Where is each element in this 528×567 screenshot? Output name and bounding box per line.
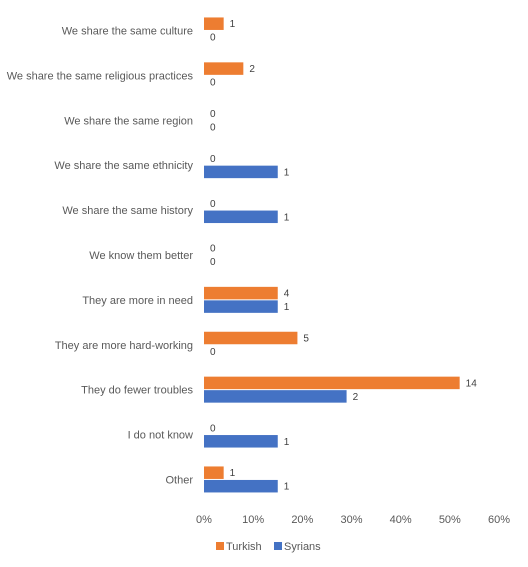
- bar-turkish: [204, 466, 224, 479]
- legend-label-turkish: Turkish: [226, 541, 262, 553]
- x-axis-ticks: 0% 10% 20% 30% 40% 50% 60%: [196, 514, 510, 526]
- bar-syrians: [204, 479, 278, 493]
- legend: Turkish Syrians: [216, 541, 321, 553]
- data-label-syrians: 1: [284, 437, 290, 448]
- data-label-turkish: 0: [210, 109, 216, 120]
- bar-turkish: [204, 62, 244, 75]
- x-tick-label: 0%: [196, 514, 212, 526]
- category-label: They are more hard-working: [55, 340, 193, 352]
- category-label: We share the same region: [64, 115, 193, 127]
- data-labels: 1 0 2 0 0 0 0 1 0 1 0 0 4 1 5 0 14 2 0 1 1 1: [210, 19, 477, 493]
- data-label-syrians: 0: [210, 33, 216, 44]
- category-label: We share the same history: [62, 205, 193, 217]
- bar-syrians: [204, 165, 278, 179]
- category-label: We share the same culture: [62, 25, 193, 37]
- category-label: Other: [165, 474, 193, 486]
- category-label: We share the same ethnicity: [54, 160, 193, 172]
- data-label-syrians: 0: [210, 347, 216, 358]
- x-tick-label: 40%: [390, 514, 412, 526]
- data-label-turkish: 0: [210, 423, 216, 434]
- data-label-turkish: 14: [466, 378, 478, 389]
- data-label-turkish: 1: [230, 468, 236, 479]
- x-tick-label: 20%: [291, 514, 313, 526]
- bar-syrians: [204, 390, 347, 403]
- bar-syrians: [204, 300, 278, 313]
- data-label-syrians: 0: [210, 257, 216, 268]
- category-label: We share the same religious practices: [7, 70, 194, 82]
- bar-turkish: [204, 17, 224, 30]
- data-label-syrians: 0: [210, 78, 216, 89]
- bar-turkish: [204, 376, 460, 390]
- data-label-syrians: 1: [284, 167, 290, 178]
- bar-turkish: [204, 331, 298, 345]
- legend-label-syrians: Syrians: [284, 541, 321, 553]
- data-label-syrians: 1: [284, 482, 290, 493]
- data-label-turkish: 2: [249, 64, 255, 75]
- x-tick-label: 60%: [488, 514, 510, 526]
- category-label: We know them better: [89, 250, 193, 262]
- category-labels: We share the same culture We share the sa…: [7, 25, 194, 486]
- data-label-turkish: 0: [210, 244, 216, 255]
- category-label: They do fewer troubles: [81, 385, 193, 397]
- data-label-syrians: 2: [353, 392, 359, 403]
- data-label-turkish: 5: [303, 334, 309, 345]
- data-label-turkish: 0: [210, 199, 216, 210]
- x-tick-label: 30%: [340, 514, 362, 526]
- data-label-syrians: 1: [284, 302, 290, 313]
- bar-syrians: [204, 435, 278, 448]
- data-label-syrians: 0: [210, 123, 216, 134]
- bars: [204, 17, 460, 493]
- data-label-turkish: 1: [230, 19, 236, 30]
- x-tick-label: 10%: [242, 514, 264, 526]
- category-label: They are more in need: [82, 295, 193, 307]
- legend-swatch-turkish: [216, 542, 224, 550]
- legend-swatch-syrians: [274, 542, 282, 550]
- data-label-turkish: 4: [284, 289, 290, 300]
- data-label-syrians: 1: [284, 212, 290, 223]
- bar-turkish: [204, 286, 278, 300]
- category-label: I do not know: [128, 430, 193, 442]
- bar-syrians: [204, 210, 278, 224]
- x-tick-label: 50%: [439, 514, 461, 526]
- data-label-turkish: 0: [210, 154, 216, 165]
